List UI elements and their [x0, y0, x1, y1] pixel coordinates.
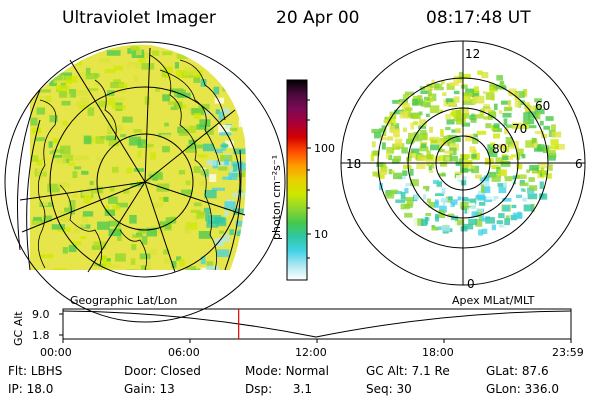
gcalt-label: GC Alt: — [366, 364, 408, 378]
right-map: 12 18 6 0 60 70 80 — [340, 40, 586, 291]
x-tick-0600: 06:00 — [168, 346, 200, 359]
right-map-grid — [340, 40, 586, 286]
gcalt-field: GC Alt: 7.1 Re — [366, 364, 450, 378]
door-field: Door: Closed — [124, 364, 201, 378]
door-value: Closed — [160, 364, 201, 378]
instrument-title: Ultraviolet Imager — [62, 8, 216, 28]
right-map-emission — [370, 70, 565, 236]
left-map-frame — [17, 89, 242, 271]
x-tick-1800: 18:00 — [422, 346, 454, 359]
x-tick-0000: 00:00 — [40, 346, 72, 359]
glon-field: GLon: 336.0 — [486, 382, 559, 396]
glat-value: 87.6 — [521, 364, 549, 378]
filter-value: LBHS — [30, 364, 63, 378]
dsp-value: 3.1 — [292, 382, 312, 396]
y-tick-9: 9.0 — [32, 308, 50, 321]
ip-label: IP: — [8, 382, 23, 396]
ip-field: IP: 18.0 — [8, 382, 53, 396]
left-map — [4, 41, 286, 323]
mode-label: Mode: — [245, 364, 282, 378]
mode-field: Mode: Normal — [245, 364, 329, 378]
ip-value: 18.0 — [26, 382, 54, 396]
x-tick-1200: 12:00 — [295, 346, 327, 359]
coastline-outlines — [37, 54, 226, 271]
colorbar: 100 10 photon cm⁻²s⁻¹ — [270, 79, 335, 281]
mlt-label-6: 6 — [575, 157, 583, 171]
lat-label-70: 70 — [512, 122, 527, 136]
seq-label: Seq: — [366, 382, 393, 396]
gcalt-value: 7.1 Re — [411, 364, 450, 378]
altitude-curve — [62, 310, 572, 338]
glon-label: GLon: — [486, 382, 521, 396]
lat-label-80: 80 — [492, 142, 507, 156]
left-map-label: Geographic Lat/Lon — [70, 294, 178, 307]
mode-value: Normal — [285, 364, 329, 378]
right-map-label: Apex MLat/MLT — [452, 294, 535, 307]
colorbar-label-100: 100 — [314, 142, 335, 155]
left-map-grid — [4, 41, 286, 323]
altitude-plot: GC Alt 9.0 1.8 — [12, 308, 572, 346]
filter-field: Flt: LBHS — [8, 364, 62, 378]
colorbar-rect — [286, 79, 308, 281]
gain-label: Gain: — [124, 382, 156, 396]
glat-field: GLat: 87.6 — [486, 364, 549, 378]
x-tick-2359: 23:59 — [552, 346, 584, 359]
gain-value: 13 — [159, 382, 175, 396]
colorbar-unit-label: photon cm⁻²s⁻¹ — [270, 155, 283, 240]
date-label: 20 Apr 00 — [276, 8, 360, 28]
lat-label-60: 60 — [535, 99, 550, 113]
dsp-field: Dsp: 3.1 — [245, 382, 312, 396]
door-label: Door: — [124, 364, 157, 378]
dsp-label: Dsp: — [245, 382, 273, 396]
y-tick-1-8: 1.8 — [32, 329, 50, 342]
mlt-label-12: 12 — [465, 47, 480, 61]
altitude-axis-label: GC Alt — [12, 311, 25, 346]
x-axis-ticks — [59, 313, 572, 343]
glon-value: 336.0 — [524, 382, 559, 396]
time-label: 08:17:48 UT — [426, 8, 531, 28]
gain-field: Gain: 13 — [124, 382, 175, 396]
mlt-label-18: 18 — [346, 157, 361, 171]
mlt-label-0: 0 — [467, 277, 475, 291]
seq-value: 30 — [396, 382, 412, 396]
glat-label: GLat: — [486, 364, 519, 378]
filter-label: Flt: — [8, 364, 27, 378]
colorbar-label-10: 10 — [314, 228, 328, 241]
seq-field: Seq: 30 — [366, 382, 412, 396]
